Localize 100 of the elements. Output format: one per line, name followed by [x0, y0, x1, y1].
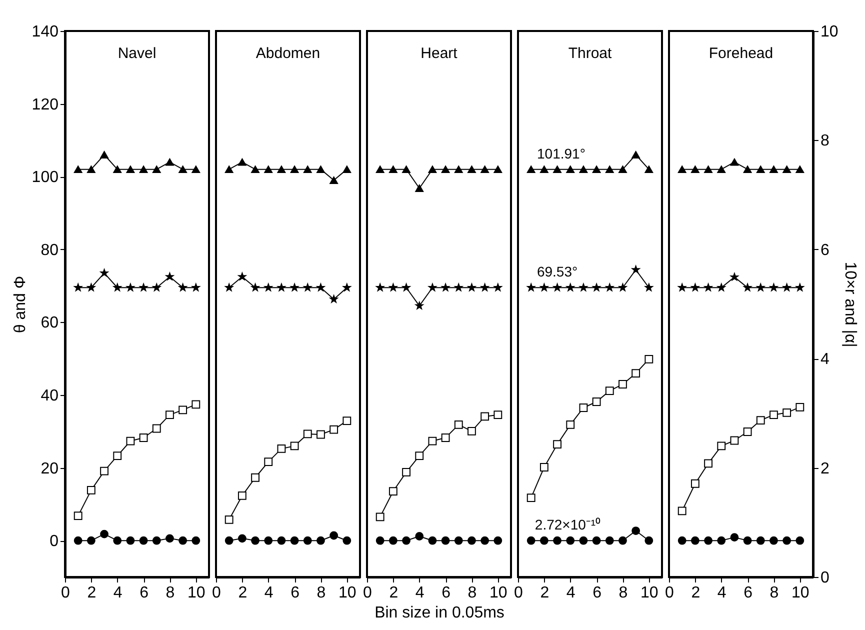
point [553, 166, 562, 174]
point [376, 512, 384, 522]
point [166, 158, 174, 166]
point [566, 166, 575, 174]
point [290, 283, 299, 292]
point [730, 533, 739, 542]
point [441, 166, 450, 174]
point [566, 420, 575, 429]
point [192, 283, 200, 292]
y-tick-label: 40 [40, 388, 59, 404]
point [166, 410, 174, 420]
y-tick-label: 140 [32, 24, 59, 40]
point [277, 283, 286, 292]
point [192, 536, 200, 545]
point [468, 427, 476, 436]
point [644, 283, 653, 292]
x-tick-label: 8 [770, 584, 779, 602]
point [618, 283, 627, 292]
point [717, 283, 726, 292]
point [756, 166, 765, 174]
point [74, 512, 82, 520]
point [454, 420, 463, 429]
text: Throat [568, 45, 613, 62]
point [303, 536, 312, 545]
point [644, 166, 654, 174]
point [579, 166, 588, 174]
point [480, 166, 490, 174]
point [87, 283, 96, 292]
point [540, 463, 548, 472]
x-tick-label: 4 [415, 584, 424, 602]
point [678, 536, 686, 545]
point [744, 283, 752, 292]
point [277, 444, 286, 453]
point [388, 536, 398, 545]
point [553, 283, 562, 292]
point [113, 536, 122, 545]
point [139, 166, 148, 174]
point [428, 283, 436, 292]
point [553, 440, 562, 449]
point [480, 283, 489, 292]
point [704, 283, 712, 292]
point [152, 424, 161, 433]
point [277, 166, 286, 174]
x-tick-label: 2 [389, 584, 398, 602]
point [428, 436, 437, 446]
point [526, 494, 536, 502]
y-tick-label: 20 [40, 460, 59, 478]
point [468, 166, 476, 174]
text: Heart [420, 45, 458, 62]
point [540, 283, 548, 292]
text: Forehead [708, 45, 774, 62]
x-tick-label: 2 [540, 584, 550, 602]
point [717, 536, 726, 545]
point [494, 283, 502, 292]
y2-tick-label: 4 [820, 351, 830, 368]
x-tick-label: 6 [592, 584, 602, 602]
point [415, 452, 424, 460]
point [494, 166, 502, 174]
y-axis-title: θ and Φ [12, 276, 29, 334]
point [678, 506, 686, 516]
point [304, 283, 312, 292]
point [579, 283, 588, 292]
point [644, 354, 654, 364]
point [113, 452, 122, 460]
point [152, 536, 161, 545]
x-tick-label: 6 [140, 584, 149, 602]
x-tick-label: 0 [514, 584, 524, 602]
point [178, 283, 187, 292]
point [225, 283, 234, 292]
y-tick-label: 100 [32, 169, 59, 186]
point [468, 283, 476, 292]
point [526, 536, 536, 545]
annotation: 101.91° [536, 146, 586, 162]
x-tick-label: 4 [717, 584, 726, 602]
point [251, 283, 260, 292]
x-tick-label: 4 [566, 584, 576, 602]
y2-tick-label: 2 [820, 460, 830, 478]
point [86, 166, 96, 174]
point [743, 166, 752, 174]
point [342, 283, 351, 292]
point [678, 283, 686, 292]
point [579, 404, 588, 412]
point [290, 442, 299, 450]
point [100, 268, 108, 277]
point [454, 166, 463, 174]
point [592, 536, 601, 545]
point [126, 436, 135, 446]
point [238, 491, 246, 500]
y-tick-label: 60 [40, 314, 59, 332]
point [730, 272, 738, 281]
x-tick-label: 4 [264, 584, 274, 602]
point [251, 166, 260, 174]
point [290, 536, 299, 545]
annotation: 69.53° [536, 264, 578, 280]
y2-tick-label: 6 [820, 242, 830, 259]
point [618, 166, 627, 174]
x-tick-label: 4 [113, 584, 122, 602]
point [113, 166, 122, 174]
point [126, 536, 135, 545]
point [428, 536, 437, 545]
